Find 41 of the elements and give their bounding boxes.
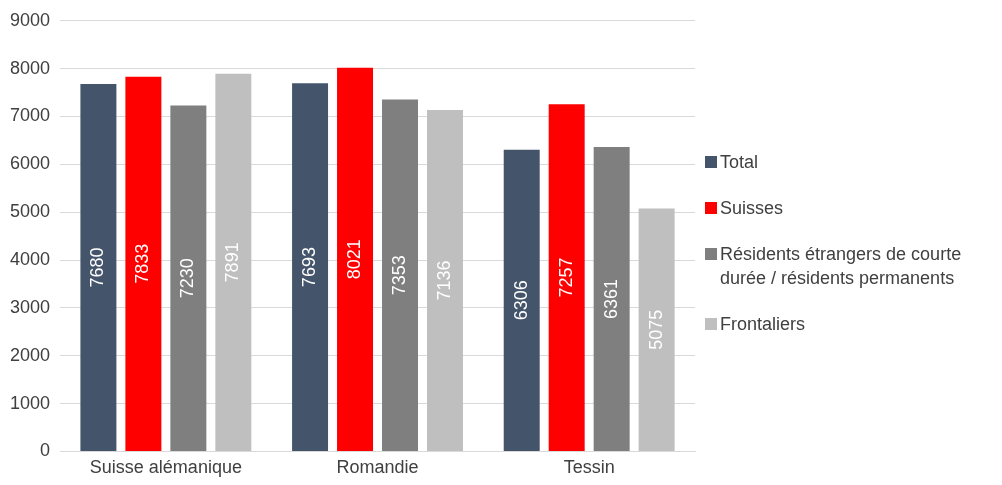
bar — [80, 83, 117, 451]
bar — [503, 149, 540, 451]
bar — [292, 83, 329, 451]
data-label: 7891 — [222, 242, 243, 283]
data-label: 5075 — [645, 309, 666, 350]
bar — [427, 109, 463, 451]
x-tick-label: Romandie — [336, 457, 419, 478]
data-label: 6306 — [510, 280, 531, 321]
y-tick-label: 2000 — [10, 344, 51, 365]
bar — [638, 208, 675, 451]
y-tick-label: 4000 — [10, 248, 51, 269]
bar — [215, 73, 252, 451]
y-tick-label: 7000 — [10, 105, 51, 126]
y-tick-label: 6000 — [10, 153, 51, 174]
data-label: 7353 — [388, 255, 409, 296]
data-label: 7693 — [299, 247, 320, 288]
data-label: 7257 — [555, 257, 576, 298]
bar — [337, 67, 374, 451]
legend-label: Suisses — [720, 196, 784, 220]
bar — [593, 147, 630, 451]
data-label: 7680 — [87, 247, 108, 288]
bar — [548, 104, 585, 451]
y-tick-label: 9000 — [10, 9, 51, 30]
y-tick-label: 0 — [40, 440, 51, 461]
bar — [382, 99, 418, 451]
bar — [125, 76, 162, 451]
y-tick-label: 1000 — [10, 392, 51, 413]
bar — [170, 105, 207, 451]
legend-label: Total — [720, 150, 759, 174]
x-tick-label: Suisse alémanique — [89, 457, 242, 478]
y-tick-label: 3000 — [10, 296, 51, 317]
data-label: 6361 — [600, 278, 621, 319]
x-tick-label: Tessin — [563, 457, 615, 478]
y-tick-label: 8000 — [10, 57, 51, 78]
data-label: 7230 — [177, 258, 198, 299]
data-label: 8021 — [344, 239, 364, 280]
data-label: 7136 — [433, 260, 454, 301]
legend-label: Résidents étrangers de courte durée / résidents permanents — [720, 242, 963, 290]
legend-label: Frontaliers — [720, 312, 806, 336]
data-label: 7833 — [132, 243, 153, 284]
y-tick-label: 5000 — [10, 201, 51, 222]
